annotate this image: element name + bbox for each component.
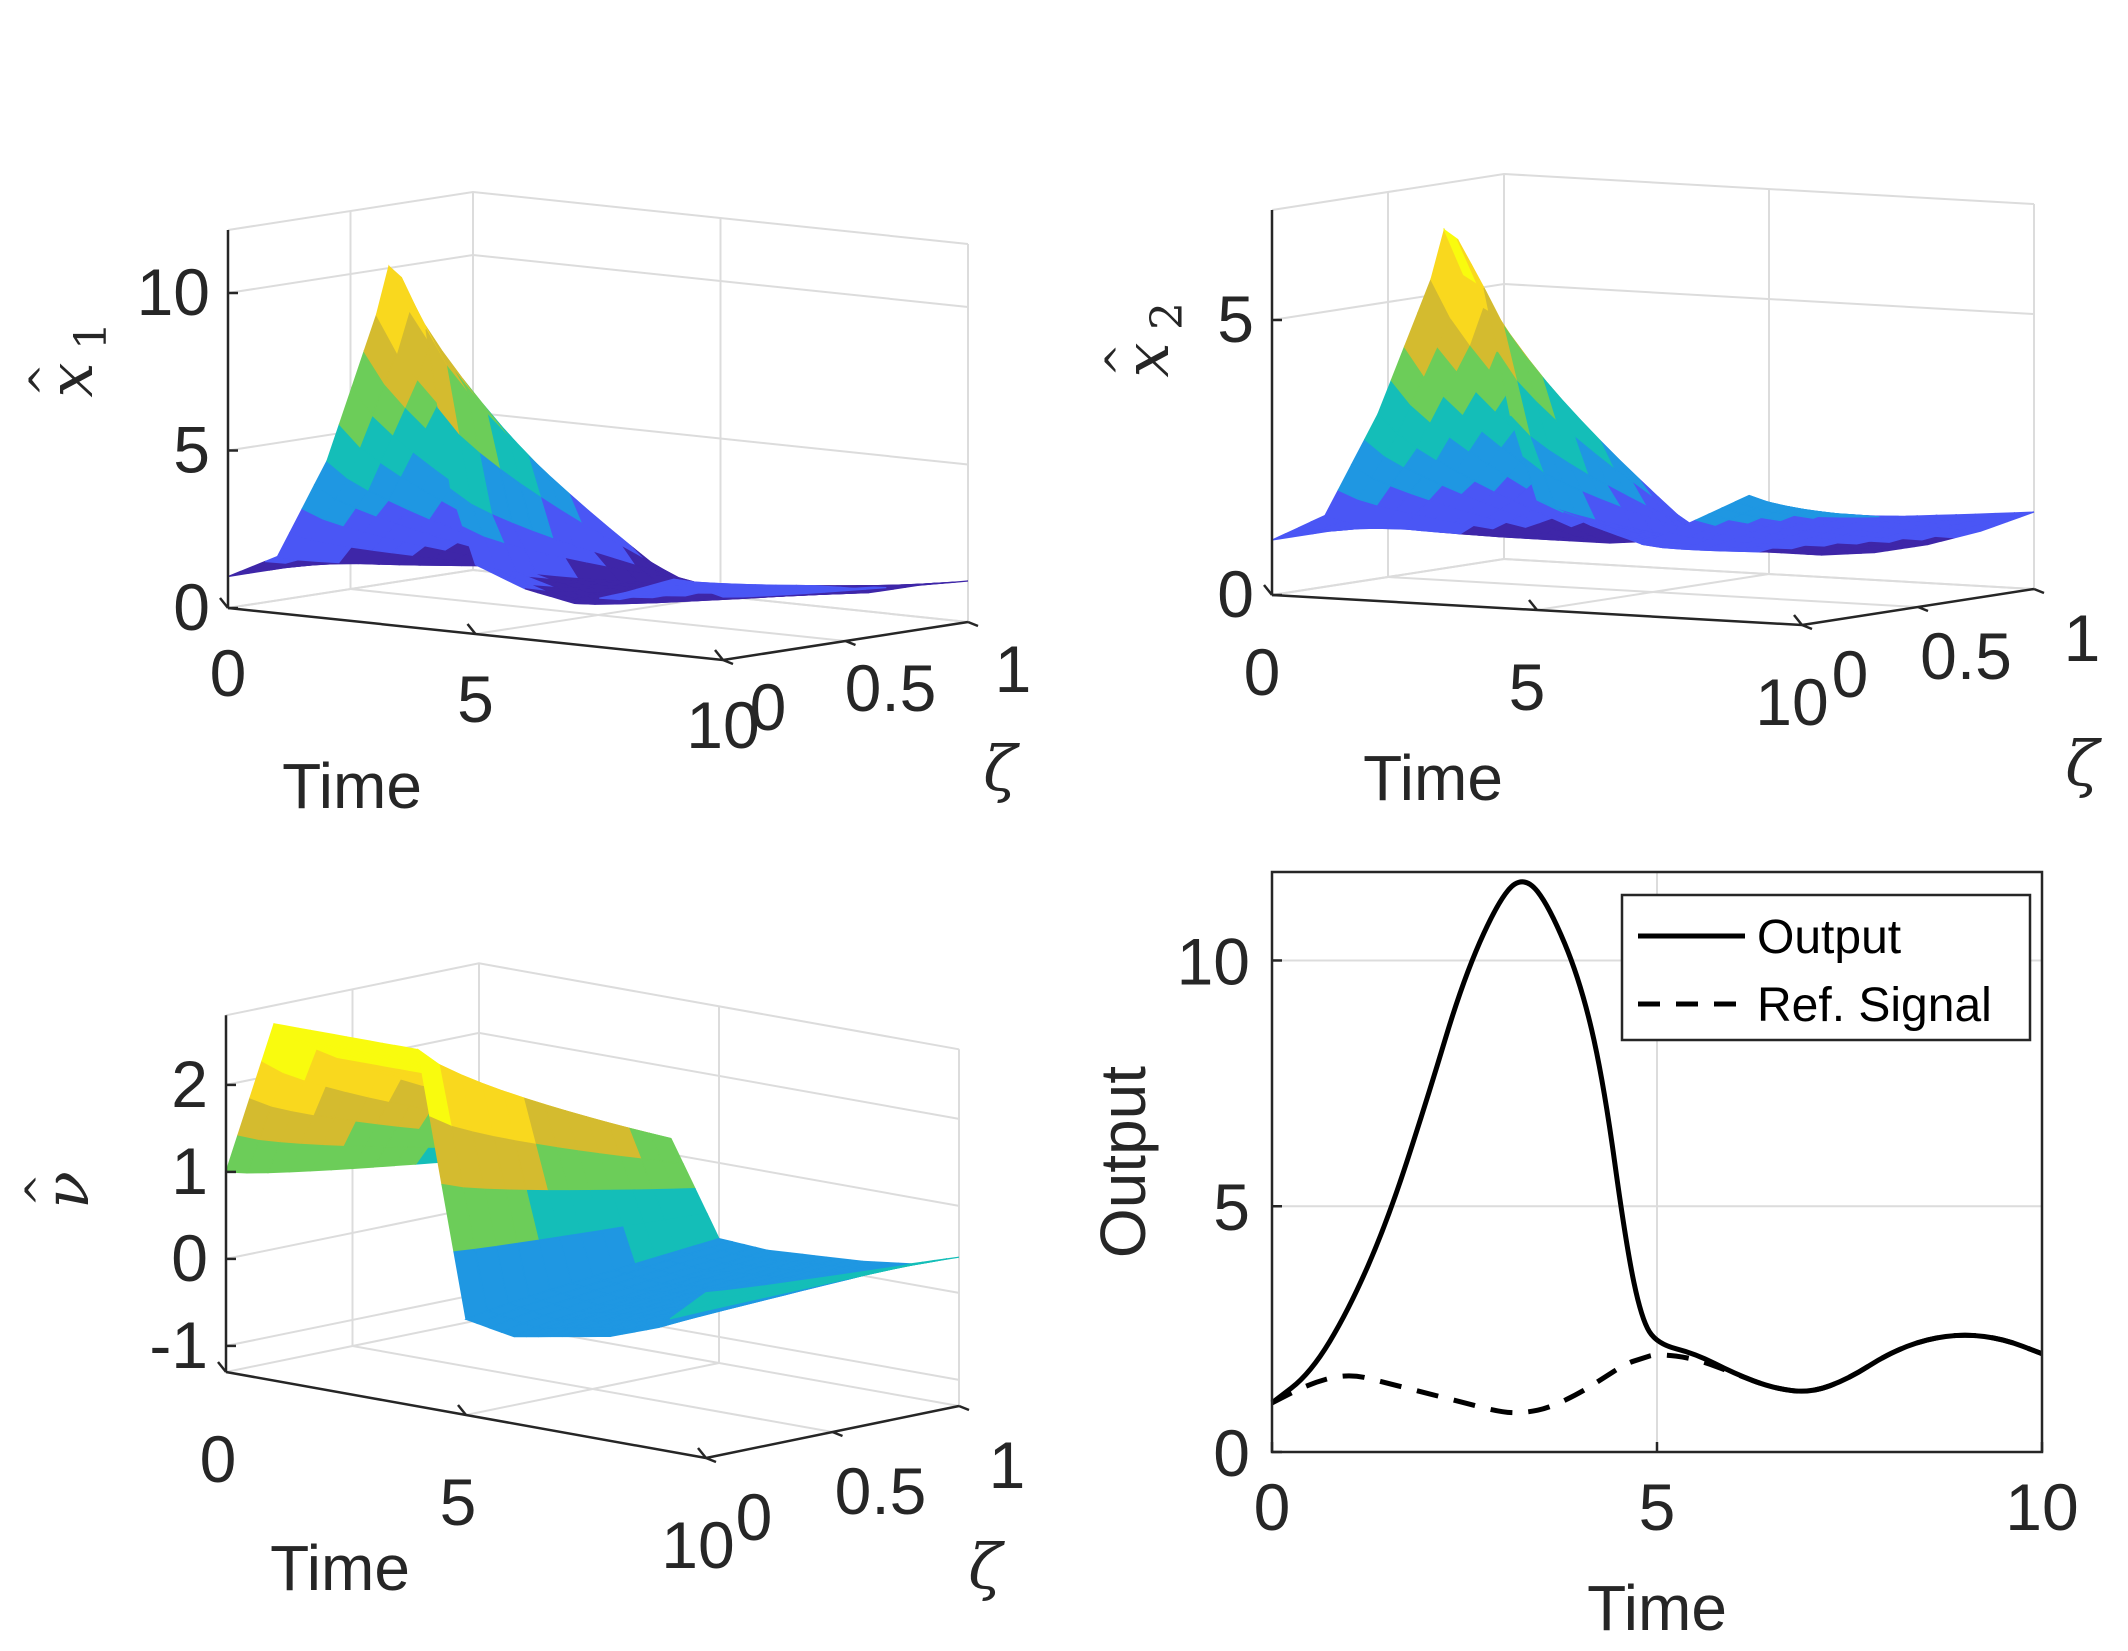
tick-mark <box>1528 599 1538 611</box>
line-chart-output: 0 5 10 0 5 10 Time Output Output Ref. Signal <box>1087 870 2079 1644</box>
time-tick-label: 0 <box>1244 635 1281 709</box>
tick-mark <box>466 623 477 635</box>
gridline <box>1387 576 1919 608</box>
time-tick-label: 10 <box>661 1508 734 1582</box>
z-label-subscript: 2 <box>1142 302 1193 330</box>
time-axis-label: Time <box>1363 742 1503 814</box>
x-axis-label: Time <box>1587 1572 1727 1644</box>
zeta-axis-label: ζ <box>968 1530 1005 1603</box>
tick-mark <box>714 649 724 661</box>
zeta-tick-label: 0 <box>736 1480 773 1554</box>
x-tick-label: 0 <box>1254 1470 1291 1544</box>
zeta-tick-label: 1 <box>995 632 1032 706</box>
legend: Output Ref. Signal <box>1620 893 2032 1042</box>
y-axis-label: Output <box>1087 1066 1159 1258</box>
gridline <box>352 1345 833 1433</box>
surface-patch <box>710 592 744 598</box>
z-tick-label: 0 <box>171 1221 208 1295</box>
tick-mark <box>722 658 734 666</box>
surface-x2 <box>1271 227 2035 556</box>
gridline <box>1503 558 2035 590</box>
z-label-symbol: x <box>1110 342 1183 377</box>
tick-mark <box>697 1447 707 1459</box>
axes-x2: 0 5 10 0 0.5 105 <box>1217 210 2100 739</box>
zeta-axis-label: ζ <box>2065 727 2102 800</box>
time-tick-label: 10 <box>1755 665 1828 739</box>
tick-mark <box>1263 584 1273 596</box>
z-label-subscript: 1 <box>66 322 117 350</box>
time-tick-label: 0 <box>210 636 247 710</box>
zeta-tick-label: 0.5 <box>835 1454 927 1528</box>
tick-mark <box>845 639 856 647</box>
tick-mark <box>832 1430 843 1438</box>
z-tick-label: 0 <box>1217 557 1254 631</box>
zeta-tick-label: 1 <box>989 1428 1026 1502</box>
surface-nu <box>225 1022 960 1338</box>
z-label-hat: ^ <box>22 363 68 397</box>
y-tick-label: 5 <box>1213 1170 1250 1244</box>
z-tick-label: -1 <box>149 1308 208 1382</box>
z-tick-label: 5 <box>173 413 210 487</box>
z-axis-label: x^ 1 <box>22 322 117 397</box>
time-tick-label: 0 <box>200 1422 237 1496</box>
z-tick-label: 5 <box>1217 282 1254 356</box>
tick-mark <box>2033 587 2045 595</box>
gridline <box>227 253 969 308</box>
tick-mark <box>1801 623 1813 631</box>
surface-x1 <box>227 264 969 605</box>
legend-label: Ref. Signal <box>1757 979 1992 1032</box>
surface-patch <box>693 1290 728 1302</box>
x-tick-label: 5 <box>1639 1470 1676 1544</box>
z-axis-label: ν^ <box>18 1171 103 1209</box>
zeta-tick-label: 0.5 <box>845 651 937 725</box>
zeta-tick-label: 0.5 <box>1920 619 2012 693</box>
z-label-symbol: x <box>34 362 107 397</box>
zeta-tick-label: 1 <box>2064 601 2101 675</box>
tick-mark <box>1793 614 1803 626</box>
tick-mark <box>219 597 229 609</box>
time-tick-label: 5 <box>440 1465 477 1539</box>
y-tick-label: 0 <box>1213 1416 1250 1490</box>
time-axis-label: Time <box>282 750 422 822</box>
tick-mark <box>217 1361 227 1373</box>
y-tick-label: 10 <box>1177 924 1250 998</box>
time-tick-label: 5 <box>457 662 494 736</box>
z-label-hat: ^ <box>18 1173 64 1207</box>
time-axis-label: Time <box>270 1532 410 1604</box>
time-tick-label: 10 <box>686 688 759 762</box>
gridline <box>227 190 969 245</box>
gridline <box>1271 172 2035 211</box>
tick-mark <box>457 1404 467 1416</box>
legend-label: Output <box>1757 911 1901 964</box>
tick-mark <box>1917 605 1929 613</box>
legend-box <box>1620 893 2032 1042</box>
surface-patch <box>1788 509 1822 518</box>
zeta-tick-label: 0 <box>750 670 787 744</box>
z-axis-label: x^ 2 <box>1098 302 1193 377</box>
x-tick-label: 10 <box>2005 1470 2078 1544</box>
time-tick-label: 5 <box>1509 650 1546 724</box>
z-tick-label: 10 <box>137 255 210 329</box>
tick-mark <box>705 1456 717 1464</box>
gridline <box>1271 282 2035 321</box>
z-tick-label: 2 <box>171 1047 208 1121</box>
z-tick-label: 0 <box>173 570 210 644</box>
tick-mark <box>958 1404 970 1412</box>
z-tick-label: 1 <box>171 1134 208 1208</box>
zeta-axis-label: ζ <box>983 732 1020 805</box>
z-label-hat: ^ <box>1098 343 1144 377</box>
tick-mark <box>967 620 979 628</box>
z-label-symbol: ν <box>30 1171 103 1209</box>
zeta-tick-label: 0 <box>1832 637 1869 711</box>
gridline <box>350 588 846 642</box>
